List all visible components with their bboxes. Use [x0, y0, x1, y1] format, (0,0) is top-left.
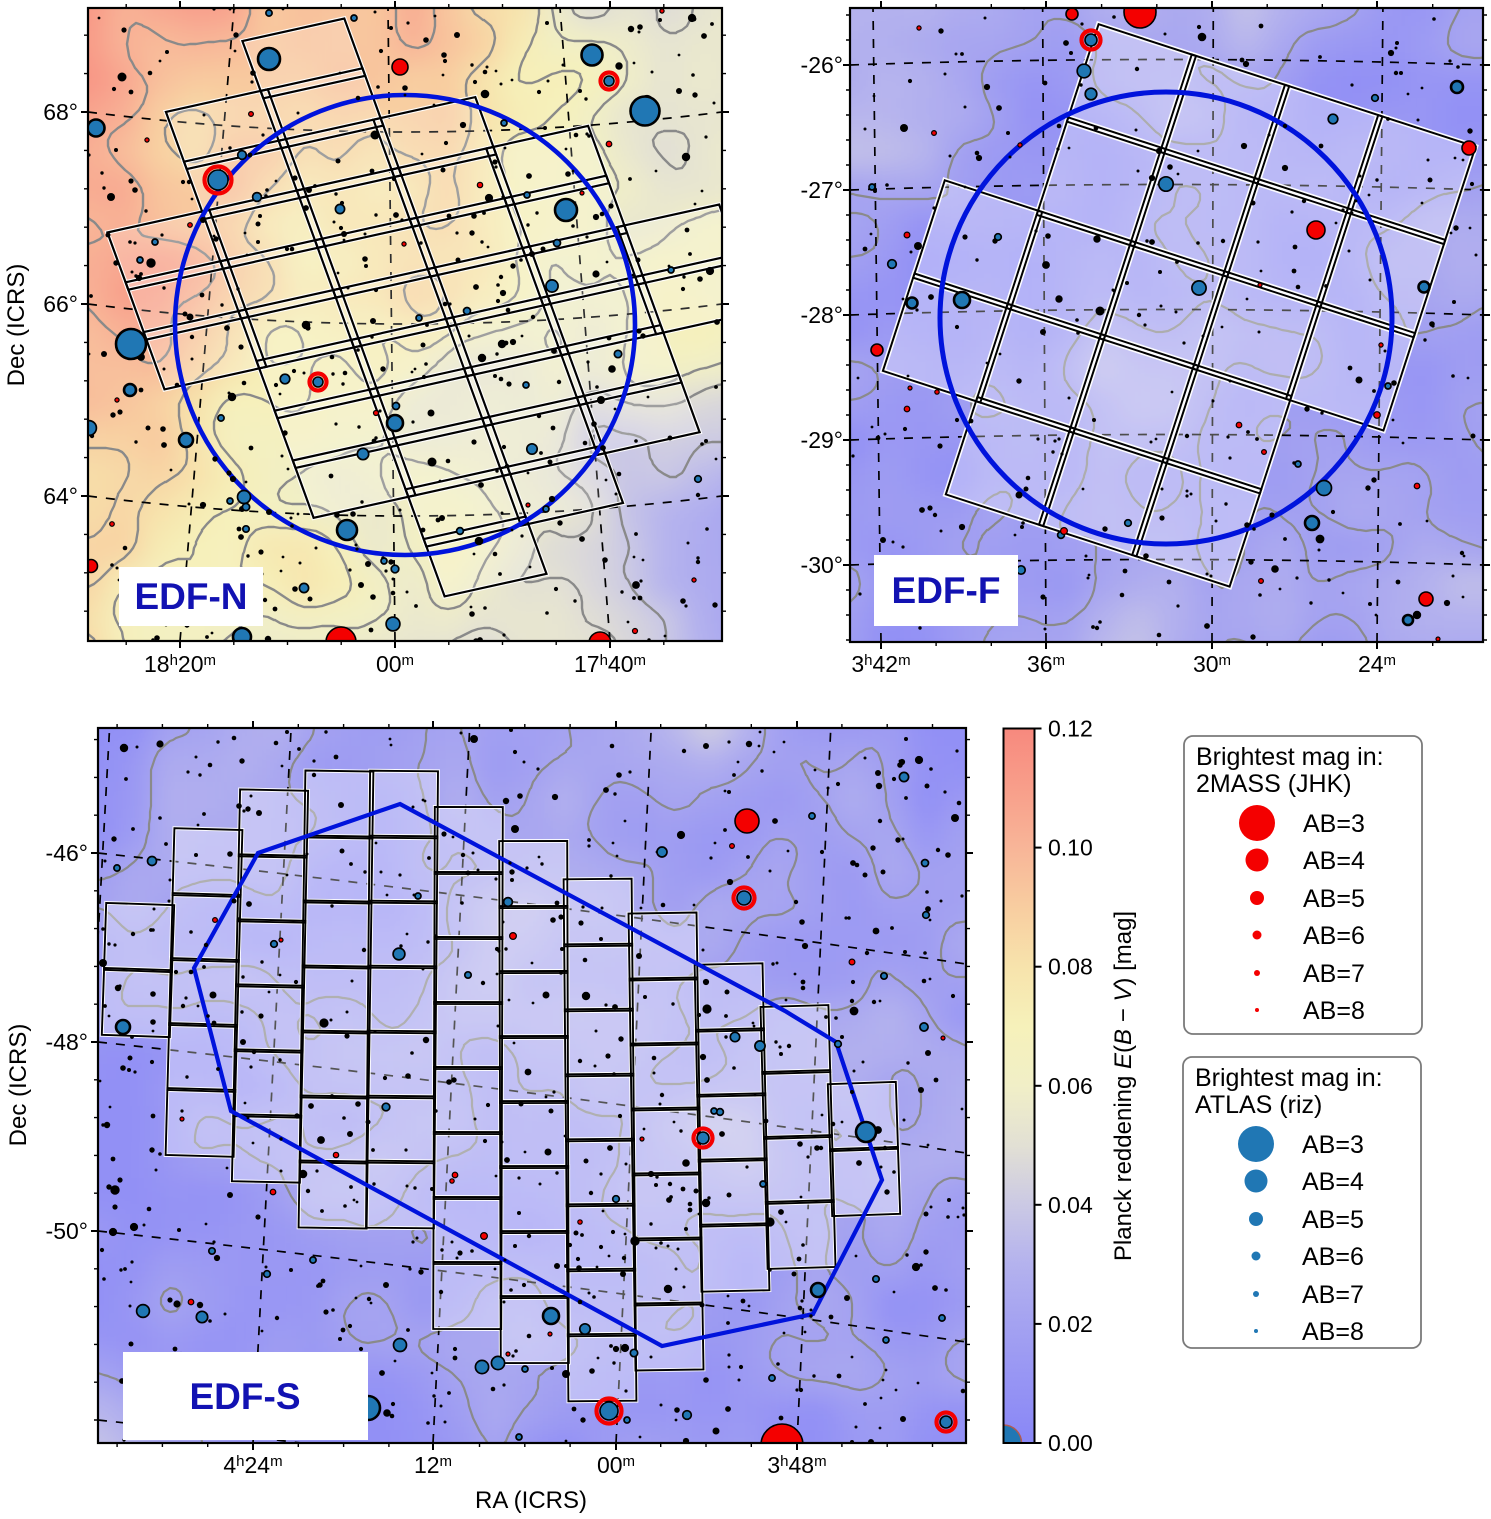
- svg-text:Dec (ICRS): Dec (ICRS): [5, 1024, 32, 1147]
- svg-text:64°: 64°: [43, 483, 78, 509]
- svg-text:0.02: 0.02: [1048, 1311, 1093, 1337]
- svg-text:AB=5: AB=5: [1303, 885, 1365, 913]
- svg-text:AB=3: AB=3: [1302, 1131, 1364, 1159]
- svg-text:Brightest mag in:: Brightest mag in:: [1196, 743, 1384, 771]
- svg-text:-30°: -30°: [801, 552, 843, 578]
- svg-text:-29°: -29°: [801, 427, 843, 453]
- svg-text:2MASS (JHK): 2MASS (JHK): [1196, 770, 1352, 798]
- svg-text:0.08: 0.08: [1048, 954, 1093, 980]
- svg-text:0.10: 0.10: [1048, 835, 1093, 861]
- svg-text:-46°: -46°: [46, 840, 88, 866]
- svg-text:AB=6: AB=6: [1303, 922, 1365, 950]
- svg-text:AB=7: AB=7: [1302, 1281, 1364, 1309]
- svg-text:EDF-F: EDF-F: [892, 570, 1001, 611]
- svg-text:-50°: -50°: [46, 1218, 88, 1244]
- svg-text:EDF-S: EDF-S: [190, 1376, 301, 1417]
- svg-text:AB=8: AB=8: [1302, 1318, 1364, 1346]
- svg-text:68°: 68°: [43, 99, 78, 125]
- svg-text:AB=3: AB=3: [1303, 810, 1365, 838]
- svg-text:-26°: -26°: [801, 52, 843, 78]
- svg-text:0.12: 0.12: [1048, 716, 1093, 742]
- svg-text:66°: 66°: [43, 291, 78, 317]
- svg-text:AB=7: AB=7: [1303, 960, 1365, 988]
- svg-text:0.06: 0.06: [1048, 1073, 1093, 1099]
- svg-text:Brightest mag in:: Brightest mag in:: [1195, 1064, 1383, 1092]
- svg-text:-48°: -48°: [46, 1029, 88, 1055]
- svg-text:Planck reddening E(B − V) [ma: Planck reddening E(B − V) [mag]: [1110, 911, 1137, 1261]
- svg-text:AB=8: AB=8: [1303, 997, 1365, 1025]
- svg-text:EDF-N: EDF-N: [134, 576, 247, 617]
- svg-text:0.04: 0.04: [1048, 1192, 1093, 1218]
- svg-text:ATLAS (riz): ATLAS (riz): [1195, 1091, 1322, 1119]
- svg-text:AB=4: AB=4: [1302, 1168, 1364, 1196]
- svg-text:-27°: -27°: [801, 177, 843, 203]
- svg-text:AB=6: AB=6: [1302, 1243, 1364, 1271]
- svg-text:-28°: -28°: [801, 302, 843, 328]
- svg-text:0.00: 0.00: [1048, 1430, 1093, 1456]
- svg-text:AB=5: AB=5: [1302, 1206, 1364, 1234]
- svg-text:AB=4: AB=4: [1303, 847, 1365, 875]
- svg-text:Dec (ICRS): Dec (ICRS): [3, 264, 30, 387]
- svg-text:RA (ICRS): RA (ICRS): [475, 1487, 587, 1514]
